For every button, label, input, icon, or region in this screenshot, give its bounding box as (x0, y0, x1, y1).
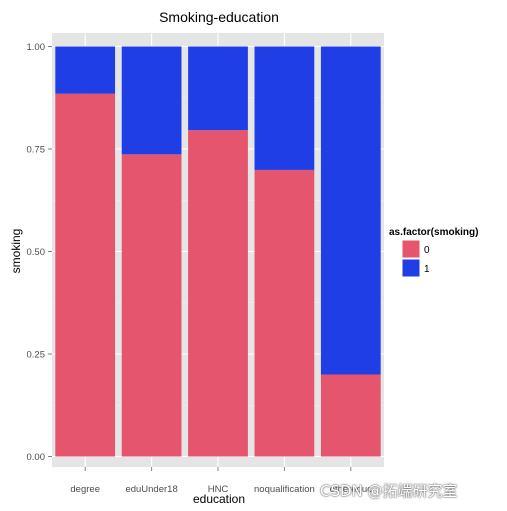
chart-title: Smoking-education (159, 9, 279, 25)
legend-title: as.factor(smoking) (389, 227, 478, 238)
legend: as.factor(smoking) 01 (389, 227, 478, 278)
x-axis-ticks: degree eduUnder18 HNC noqualification othere… (70, 467, 372, 495)
y-tick-label: 0.50 (27, 247, 46, 258)
bar-degree-0 (55, 93, 116, 457)
y-axis-ticks: 0.00 0.25 0.50 0.75 1.00 (27, 42, 52, 463)
watermark: CSDN @拓端研究室 (320, 482, 458, 500)
bar-othereduc-1 (320, 46, 381, 375)
x-tick-label: degree (70, 484, 100, 495)
x-tick-label: HNC (208, 484, 229, 495)
legend-key-0 (401, 239, 421, 259)
bar-noqualification-0 (254, 169, 315, 457)
x-tick-label: eduUnder18 (125, 484, 177, 495)
legend-label-0: 0 (424, 245, 430, 256)
legend-key-1 (401, 258, 421, 278)
bar-HNC-0 (188, 130, 248, 457)
bar-HNC-1 (188, 46, 248, 131)
y-tick-label: 1.00 (27, 42, 46, 53)
bar-degree-1 (55, 46, 116, 94)
bar-othereduc-0 (320, 374, 381, 457)
x-tick-label: othereduc (330, 484, 373, 495)
bar-noqualification-1 (254, 46, 315, 170)
y-axis-label: smoking (9, 229, 23, 274)
bar-eduUnder18-0 (121, 154, 182, 457)
x-tick-label: noqualification (254, 484, 315, 495)
x-axis-label: education (193, 492, 245, 506)
legend-items: 01 (401, 239, 430, 278)
legend-label-1: 1 (424, 264, 430, 275)
y-tick-label: 0.25 (27, 350, 46, 361)
bar-eduUnder18-1 (121, 46, 182, 155)
y-tick-label: 0.00 (27, 452, 46, 463)
y-tick-label: 0.75 (27, 145, 46, 156)
bars (55, 46, 381, 457)
